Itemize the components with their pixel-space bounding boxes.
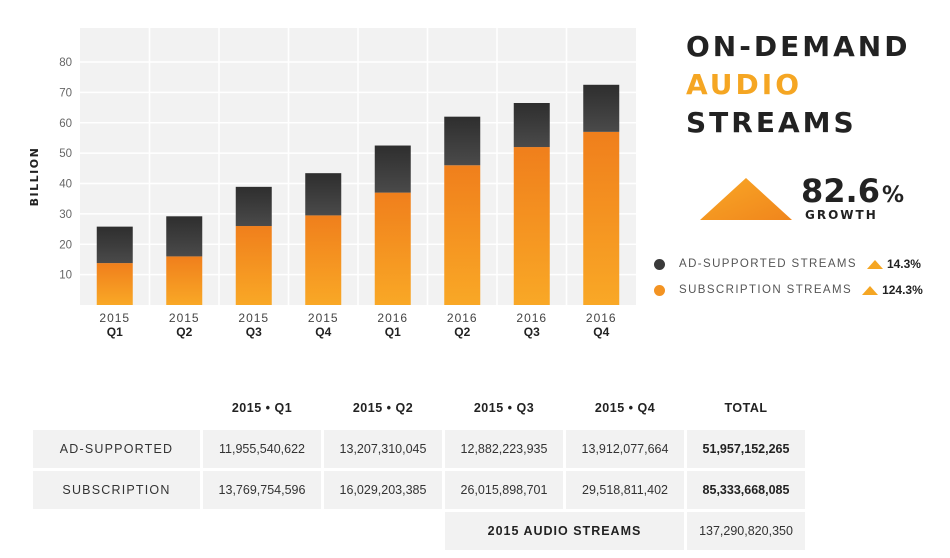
table-cell: 13,769,754,596 [203, 471, 321, 509]
summary-spacer [33, 512, 200, 550]
x-tick-quarter: Q1 [107, 325, 123, 339]
legend-label: AD-SUPPORTED STREAMS [679, 258, 857, 270]
table-header: 2015 • Q1 [231, 401, 293, 415]
title-line-2: AUDIO [686, 68, 803, 101]
title-line-1: ON-DEMAND [686, 30, 911, 63]
legend-item-subscription: SUBSCRIPTION STREAMS 124.3% [654, 282, 923, 298]
bar-ad-supported [166, 216, 203, 257]
x-tick-quarter: Q1 [385, 325, 401, 339]
row-label: AD-SUPPORTED [33, 430, 200, 468]
y-tick-label: 60 [59, 118, 72, 130]
bar-subscription [374, 192, 411, 305]
table-cell: 11,955,540,622 [203, 430, 321, 468]
x-tick-year: 2015 [308, 311, 339, 325]
bar-ad-supported [513, 103, 550, 148]
table-cell: 29,518,811,402 [566, 471, 684, 509]
y-tick-label: 20 [59, 239, 72, 251]
x-tick-quarter: Q3 [246, 325, 262, 339]
growth-callout: 82.6% GROWTH [698, 172, 938, 226]
x-tick-year: 2015 [169, 311, 200, 325]
bar-ad-supported [235, 186, 272, 227]
x-tick-quarter: Q4 [315, 325, 331, 339]
summary-spacer [203, 512, 321, 550]
up-triangle-icon [862, 285, 879, 295]
x-tick-quarter: Q3 [524, 325, 540, 339]
x-tick-year: 2016 [516, 311, 547, 325]
x-tick-quarter: Q4 [593, 325, 609, 339]
growth-label: GROWTH [805, 208, 878, 222]
up-triangle-icon [866, 259, 883, 269]
stacked-bar-chart: 10 20 30 40 50 60 70 80 BILLION 2015 Q1 2015 Q2 2015 Q… [0, 0, 650, 350]
x-tick-year: 2016 [447, 311, 478, 325]
table-cell: 13,207,310,045 [324, 430, 442, 468]
streams-table: 2015 • Q1 2015 • Q2 2015 • Q3 2015 • Q4 … [30, 386, 808, 553]
summary-value: 137,290,820,350 [687, 512, 805, 550]
growth-triangle-icon [700, 178, 792, 220]
x-tick-year: 2015 [238, 311, 269, 325]
growth-value: 82.6% [801, 172, 904, 210]
x-tick-year: 2016 [586, 311, 617, 325]
growth-unit: % [881, 183, 904, 208]
bar-subscription [444, 165, 481, 305]
bar-ad-supported [374, 145, 411, 193]
x-tick-quarter: Q2 [454, 325, 470, 339]
y-axis-label: BILLION [28, 147, 41, 207]
row-total: 51,957,152,265 [687, 430, 805, 468]
legend-item-ad-supported: AD-SUPPORTED STREAMS 14.3% [654, 256, 921, 272]
y-tick-label: 80 [59, 57, 72, 69]
bar-subscription [166, 256, 203, 305]
legend-change: 124.3% [882, 283, 923, 297]
bar-ad-supported [583, 84, 620, 132]
legend-dot-dark-icon [654, 258, 665, 270]
title-line-3: STREAMS [686, 106, 857, 139]
table-cell: 26,015,898,701 [445, 471, 563, 509]
table-cell: 13,912,077,664 [566, 430, 684, 468]
x-tick-year: 2016 [377, 311, 408, 325]
row-total: 85,333,668,085 [687, 471, 805, 509]
summary-spacer [324, 512, 442, 550]
bar-ad-supported [444, 116, 481, 166]
y-tick-label: 40 [59, 179, 72, 191]
table-header: 2015 • Q2 [352, 401, 414, 415]
table-summary-row: 2015 AUDIO STREAMS 137,290,820,350 [33, 512, 805, 550]
row-label: SUBSCRIPTION [33, 471, 200, 509]
legend-change: 14.3% [886, 257, 921, 271]
y-tick-label: 30 [59, 209, 72, 221]
table-row: SUBSCRIPTION 13,769,754,596 16,029,203,3… [33, 471, 805, 509]
growth-number: 82.6 [801, 172, 880, 210]
chart-svg: 1020304050607080BILLION2015Q12015Q22015Q… [28, 28, 636, 339]
bar-subscription [583, 131, 620, 305]
chart-title: ON-DEMAND AUDIO STREAMS [686, 28, 936, 142]
bar-ad-supported [96, 226, 133, 264]
y-tick-label: 10 [59, 270, 72, 282]
bar-subscription [513, 147, 550, 305]
y-tick-label: 70 [59, 87, 72, 99]
bar-subscription [235, 226, 272, 305]
bar-subscription [96, 263, 133, 305]
summary-label: 2015 AUDIO STREAMS [445, 512, 684, 550]
table-header-row: 2015 • Q1 2015 • Q2 2015 • Q3 2015 • Q4 … [33, 389, 805, 427]
table-cell: 12,882,223,935 [445, 430, 563, 468]
x-tick-quarter: Q2 [176, 325, 192, 339]
table-header: TOTAL [724, 401, 768, 415]
y-tick-label: 50 [59, 148, 72, 160]
table-header-blank [33, 389, 200, 427]
x-tick-year: 2015 [99, 311, 130, 325]
table-cell: 16,029,203,385 [324, 471, 442, 509]
table-header: 2015 • Q3 [473, 401, 535, 415]
table-row: AD-SUPPORTED 11,955,540,622 13,207,310,0… [33, 430, 805, 468]
bar-subscription [305, 215, 342, 305]
table-header: 2015 • Q4 [594, 401, 656, 415]
bar-ad-supported [305, 173, 342, 216]
legend-label: SUBSCRIPTION STREAMS [679, 284, 853, 296]
legend-dot-orange-icon [654, 284, 665, 296]
